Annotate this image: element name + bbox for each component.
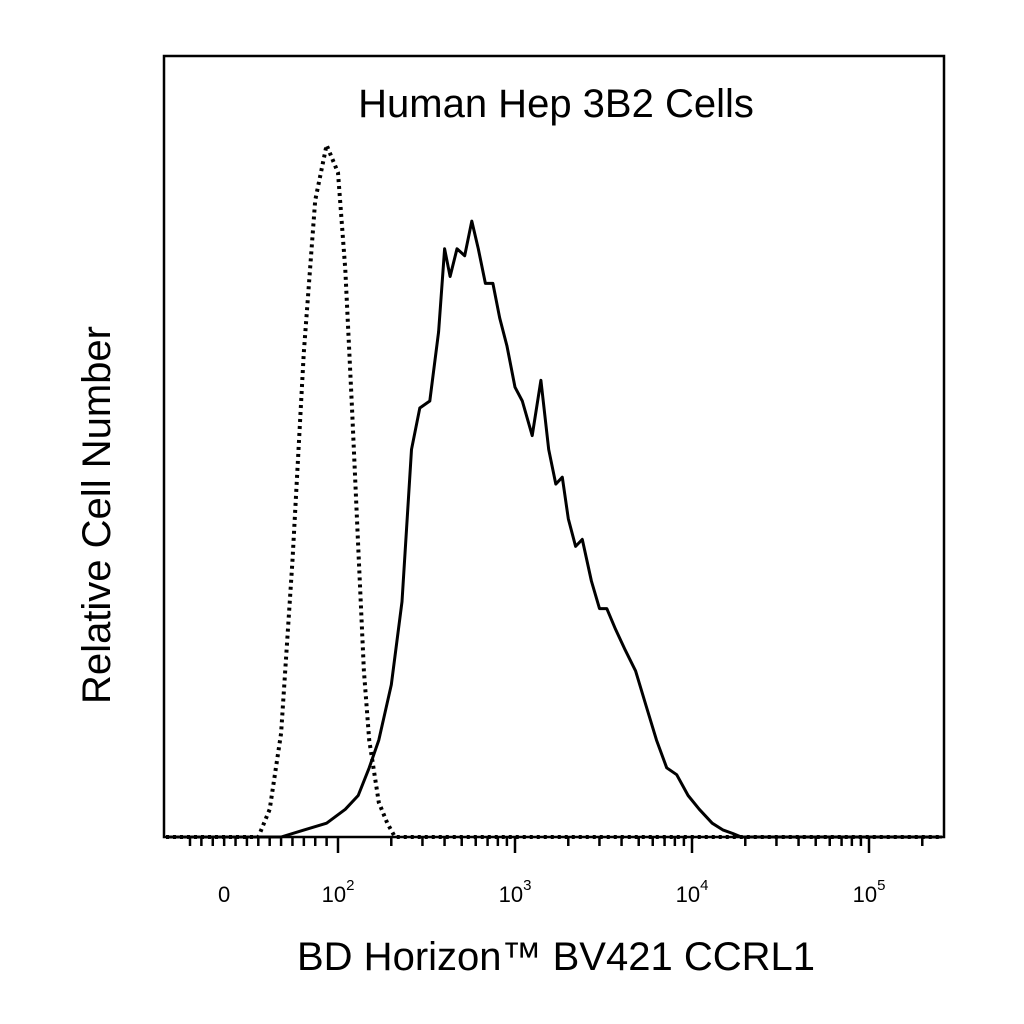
series-control-dotted-line: [166, 143, 942, 839]
y-axis-label: Relative Cell Number: [75, 326, 119, 704]
plot-frame: [162, 54, 946, 839]
x-axis-tick-labels: 0 102 103 104 105: [218, 877, 885, 907]
x-tick-label: 103: [499, 877, 532, 907]
series-layer: [166, 143, 942, 839]
x-tick-label: 104: [676, 877, 709, 907]
x-axis-ticks: [188, 837, 924, 853]
chart-title: Human Hep 3B2 Cells: [358, 82, 754, 126]
series-stained-solid-line: [166, 219, 942, 839]
x-tick-label: 105: [853, 877, 886, 907]
x-axis-label: BD Horizon™ BV421 CCRL1: [297, 935, 815, 979]
x-tick-label: 102: [322, 877, 355, 907]
x-tick-label: 0: [218, 882, 230, 907]
